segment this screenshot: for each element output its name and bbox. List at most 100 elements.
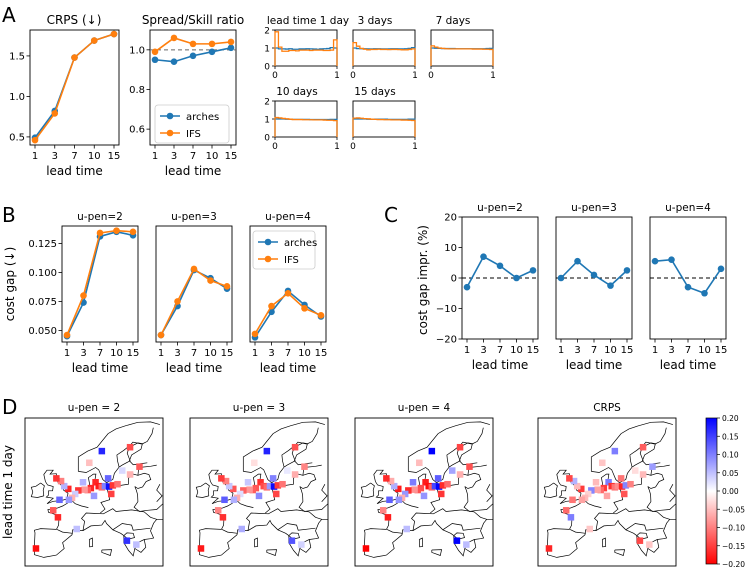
map-1-cell	[266, 482, 274, 490]
impr-0-ytick-label: 20	[444, 213, 457, 224]
costgap-2-point-ifs	[268, 302, 275, 310]
rank-hist-0-title: lead time 1 day	[267, 15, 349, 27]
impr-0-xtick-label: 3	[480, 345, 486, 356]
map-1-cell	[288, 537, 296, 544]
map-0-cell	[101, 482, 109, 490]
panel-letter-c: C	[384, 203, 398, 227]
rank-hist-3-arches-step	[274, 118, 338, 137]
map-0-cell	[133, 541, 140, 548]
crps-title: CRPS (↓)	[47, 13, 102, 27]
map-1-coastline	[242, 421, 325, 472]
map-2-cell	[362, 545, 370, 552]
map-2-cell	[390, 482, 398, 490]
impr-1-xtick-label: 7	[591, 345, 597, 356]
map-0-cell	[65, 496, 73, 504]
map-1-frame	[189, 417, 329, 567]
costgap-0-xtick-label: 1	[64, 348, 70, 359]
costgap-0-title: u-pen=2	[77, 211, 123, 223]
costgap-2-point-ifs	[251, 330, 259, 338]
costgap-1-line-ifs	[160, 267, 228, 336]
map-0-coastline	[34, 518, 163, 558]
map-0-cell	[104, 475, 112, 482]
map-1-cell	[270, 483, 278, 490]
map-1-coastline	[321, 484, 328, 502]
costgap-2-xtick-label: 3	[268, 348, 274, 359]
rank-hist-1-ifs-step	[352, 41, 416, 66]
rank-hist-3-ytick-label: 2	[264, 97, 270, 107]
impr-0-ytick-label: 10	[444, 243, 457, 254]
map-0-coastline	[56, 529, 73, 534]
map-2-coastline	[448, 427, 484, 468]
map-1-cell	[225, 482, 233, 490]
rank-hist-2-arches-step	[430, 47, 494, 66]
map-2-cell	[456, 471, 464, 478]
legend-marker-1	[166, 129, 174, 137]
impr-2-xlabel: lead time	[660, 358, 717, 372]
map-0-coastline	[134, 539, 147, 553]
impr-1-xtick-label: 3	[574, 345, 580, 356]
impr-0-ytick-label: −20	[436, 335, 457, 346]
map-3-coastline	[556, 469, 582, 505]
map-0-cell	[105, 483, 113, 490]
map-2-coastline	[431, 549, 443, 556]
map-0-cell	[114, 480, 121, 488]
impr-0-point-arches	[480, 253, 487, 260]
map-2-cell	[416, 459, 423, 467]
map-2-cell	[411, 486, 418, 493]
rank-hist-4-ifs-step	[352, 117, 416, 137]
map-1-cell	[240, 487, 247, 494]
impr-0-xlabel: lead time	[472, 358, 529, 372]
map-0-coastline	[70, 499, 89, 508]
costgap-2-xtick-label: 10	[298, 348, 311, 359]
map-0-cell	[49, 507, 57, 514]
costgap-2-xtick-label: 15	[315, 348, 328, 359]
map-3-coastline	[625, 523, 664, 531]
spread-xtick-label: 7	[190, 151, 196, 162]
map-2-cell	[387, 477, 395, 485]
map-2-cell	[383, 475, 390, 482]
costgap-0-ytick-label: 0.075	[28, 297, 57, 308]
spread-point-ifs	[189, 40, 197, 48]
map-3-coastline	[583, 499, 602, 508]
rank-hist-0-ifs-step	[274, 31, 338, 66]
rank-hist-3-xtick-label: 1	[334, 142, 340, 152]
costgap-0-xtick-label: 3	[80, 348, 86, 359]
crps-ytick-label: 0.5	[9, 133, 25, 144]
map-1-coastline	[243, 441, 313, 484]
map-0-cell	[57, 477, 65, 485]
map-0-coastline	[78, 441, 148, 484]
map-3-coastline	[500, 440, 533, 452]
spread-point-arches	[227, 44, 235, 52]
costgap-0-point-ifs	[63, 331, 71, 339]
map-1-cell	[274, 482, 282, 489]
map-0-cell	[54, 514, 62, 521]
spread-point-ifs	[151, 48, 159, 56]
map-1-cell	[255, 492, 263, 500]
colorbar-tick-label: −0.05	[722, 505, 745, 514]
spread-point-ifs	[227, 38, 235, 46]
map-1-cell	[236, 490, 244, 498]
impr-1-title: u-pen=3	[571, 202, 617, 214]
map-2-coastline	[430, 488, 441, 514]
map-1-coastline	[195, 482, 210, 498]
map-3-cell	[567, 514, 575, 521]
map-3-title: CRPS	[593, 402, 621, 414]
map-2-coastline	[386, 529, 403, 534]
map-0-frame	[24, 417, 164, 567]
map-1-content	[195, 421, 328, 558]
map-3-cell	[570, 477, 578, 485]
costgap-2-xtick-label: 1	[252, 348, 258, 359]
map-3-coastline	[613, 488, 624, 514]
map-3-cell	[605, 479, 612, 486]
map-3-coastline	[614, 549, 626, 556]
spread-xtick-label: 3	[171, 151, 177, 162]
map-row-label: lead time 1 day	[1, 445, 15, 539]
spread-point-arches	[189, 52, 197, 60]
map-0-coastline	[88, 537, 94, 548]
rank-hist-1-title: 3 days	[358, 15, 393, 27]
map-1-cell	[222, 477, 230, 485]
impr-2-xtick-label: 10	[698, 345, 711, 356]
map-2-coastline	[464, 539, 477, 553]
map-0-cell	[136, 463, 143, 470]
map-1-coastline	[208, 469, 234, 505]
